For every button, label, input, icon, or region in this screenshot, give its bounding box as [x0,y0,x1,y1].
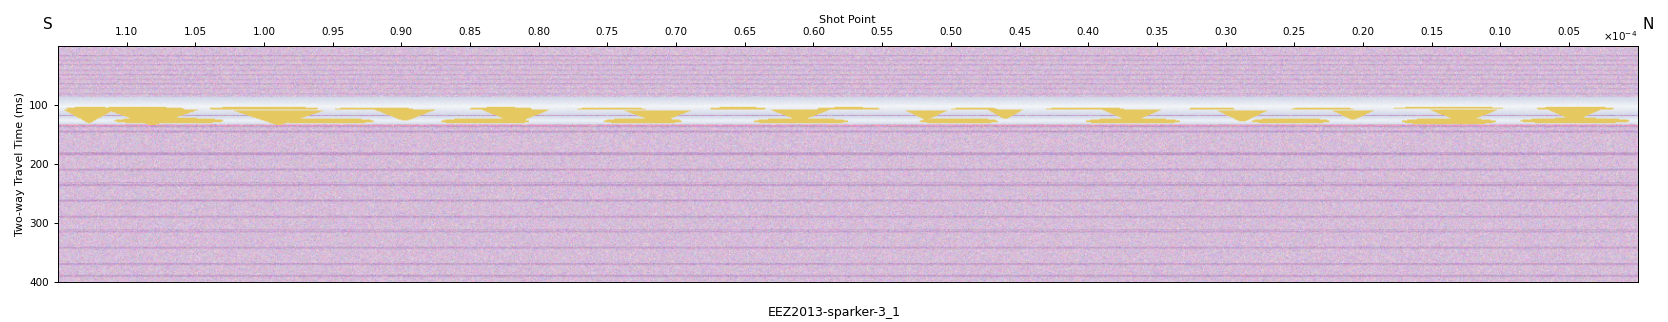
Y-axis label: Two-way Travel Time (ms): Two-way Travel Time (ms) [15,92,25,236]
Text: $\times10^{-4}$: $\times10^{-4}$ [1603,29,1638,43]
X-axis label: Shot Point: Shot Point [819,15,876,25]
Text: EEZ2013-sparker-3_1: EEZ2013-sparker-3_1 [767,306,901,319]
Text: S: S [43,17,53,32]
Text: N: N [1643,17,1655,32]
